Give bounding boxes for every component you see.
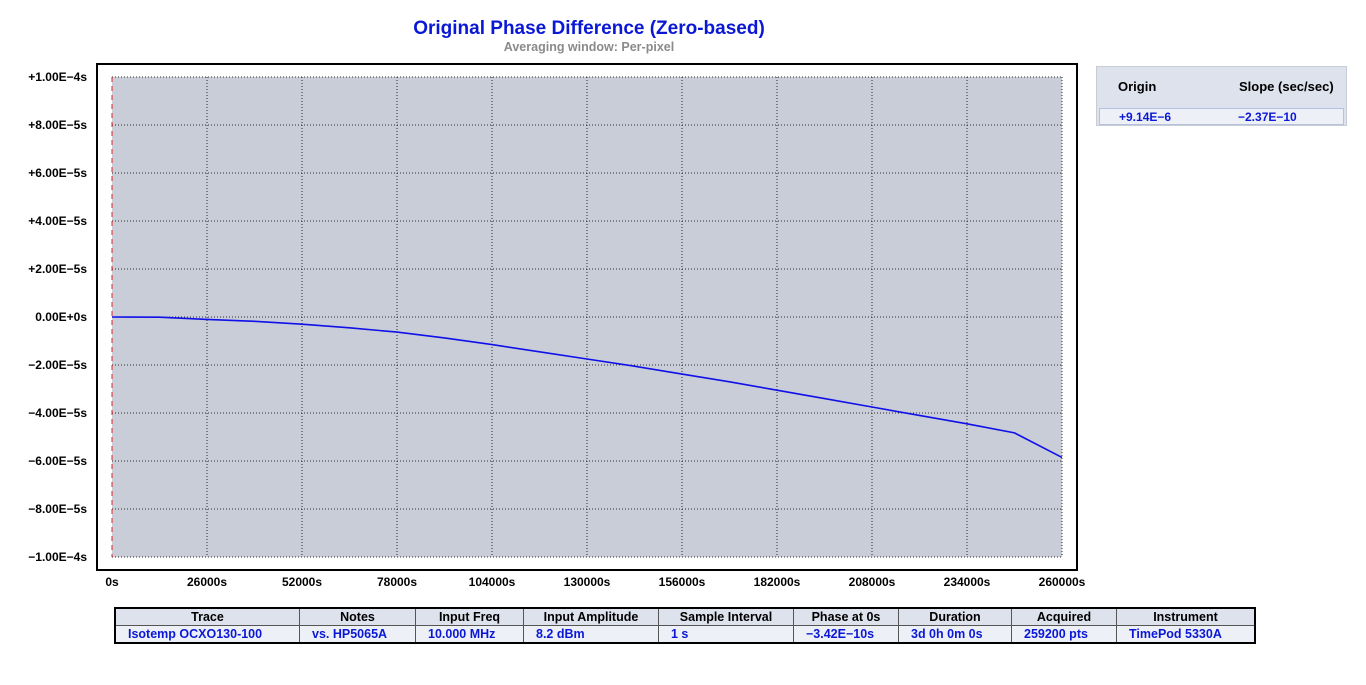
y-tick-label: 0.00E+0s xyxy=(35,310,87,324)
trace-info-table: Trace Notes Input Freq Input Amplitude S… xyxy=(114,607,1256,644)
header-input-freq: Input Freq xyxy=(415,607,524,626)
y-tick-label: +8.00E−5s xyxy=(28,118,87,132)
y-tick-label: −8.00E−5s xyxy=(28,502,87,516)
chart-title: Original Phase Difference (Zero-based) xyxy=(413,18,765,39)
phase-difference-chart: +1.00E−4s +8.00E−5s +6.00E−5s +4.00E−5s +2.0… xyxy=(28,63,1086,589)
x-tick-label: 234000s xyxy=(944,575,991,589)
y-tick-label: −2.00E−5s xyxy=(28,358,87,372)
x-tick-label: 0s xyxy=(105,575,119,589)
y-tick-label: +4.00E−5s xyxy=(28,214,87,228)
x-tick-label: 156000s xyxy=(659,575,706,589)
value-instrument: TimePod 5330A xyxy=(1116,625,1256,644)
header-notes: Notes xyxy=(299,607,416,626)
series-line xyxy=(111,316,1063,459)
slope-header: Slope (sec/sec) xyxy=(1239,79,1334,94)
series-group xyxy=(111,316,1063,459)
y-tick-label: −6.00E−5s xyxy=(28,454,87,468)
x-axis-ticks: 0s 26000s 52000s 78000s 104000s 130000s 156000… xyxy=(105,575,1085,589)
x-tick-label: 78000s xyxy=(377,575,417,589)
header-duration: Duration xyxy=(898,607,1012,626)
slope-value: −2.37E−10 xyxy=(1238,110,1297,124)
header-phase-at-0s: Phase at 0s xyxy=(793,607,899,626)
info-header-row: Trace Notes Input Freq Input Amplitude S… xyxy=(114,607,1256,626)
fit-row: +9.14E−6 −2.37E−10 xyxy=(1099,108,1344,125)
origin-value: +9.14E−6 xyxy=(1119,110,1172,124)
y-axis-ticks: +1.00E−4s +8.00E−5s +6.00E−5s +4.00E−5s +2.0… xyxy=(28,70,87,564)
chart-subtitle: Averaging window: Per-pixel xyxy=(503,40,675,54)
header-trace: Trace xyxy=(114,607,300,626)
value-duration: 3d 0h 0m 0s xyxy=(898,625,1012,644)
y-tick-label: +6.00E−5s xyxy=(28,166,87,180)
x-tick-label: 52000s xyxy=(282,575,322,589)
x-tick-label: 26000s xyxy=(187,575,227,589)
fit-table: Origin Slope (sec/sec) +9.14E−6 −2.37E−1… xyxy=(1096,66,1347,126)
x-tick-label: 104000s xyxy=(469,575,516,589)
value-acquired: 259200 pts xyxy=(1011,625,1117,644)
y-tick-label: −4.00E−5s xyxy=(28,406,87,420)
header-acquired: Acquired xyxy=(1011,607,1117,626)
value-input-freq: 10.000 MHz xyxy=(415,625,524,644)
value-trace: Isotemp OCXO130-100 xyxy=(114,625,300,644)
y-tick-label: −1.00E−4s xyxy=(28,550,87,564)
value-phase-at-0s: −3.42E−10s xyxy=(793,625,899,644)
header-sample-interval: Sample Interval xyxy=(658,607,794,626)
x-tick-label: 182000s xyxy=(754,575,801,589)
x-tick-label: 208000s xyxy=(849,575,896,589)
header-instrument: Instrument xyxy=(1116,607,1256,626)
value-input-amplitude: 8.2 dBm xyxy=(523,625,659,644)
origin-header: Origin xyxy=(1118,79,1157,94)
x-tick-label: 130000s xyxy=(564,575,611,589)
y-tick-label: +2.00E−5s xyxy=(28,262,87,276)
value-sample-interval: 1 s xyxy=(658,625,794,644)
header-input-amplitude: Input Amplitude xyxy=(523,607,659,626)
value-notes: vs. HP5065A xyxy=(299,625,416,644)
y-tick-label: +1.00E−4s xyxy=(28,70,87,84)
info-value-row: Isotemp OCXO130-100 vs. HP5065A 10.000 M… xyxy=(114,625,1256,644)
x-tick-label: 260000s xyxy=(1039,575,1086,589)
grid-lines xyxy=(112,76,1063,558)
